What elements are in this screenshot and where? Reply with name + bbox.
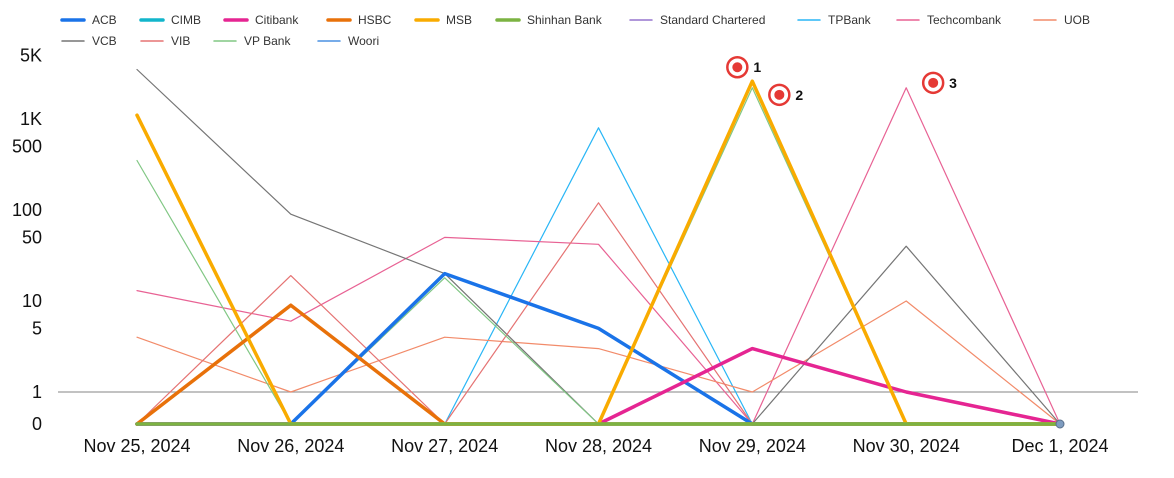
legend-label: Shinhan Bank	[527, 13, 603, 27]
y-tick-label: 100	[12, 200, 42, 220]
legend-item-tpbank[interactable]: TPBank	[797, 13, 872, 27]
end-point-marker	[1055, 419, 1065, 429]
legend-item-acb[interactable]: ACB	[60, 13, 117, 27]
y-tick-label: 0	[32, 414, 42, 434]
legend-item-techcombank[interactable]: Techcombank	[896, 13, 1002, 27]
series-line-vp-bank[interactable]	[136, 87, 1061, 425]
x-tick-label: Nov 27, 2024	[391, 436, 498, 456]
legend-label: Woori	[348, 34, 379, 48]
legend-label: VCB	[92, 34, 117, 48]
annotation-dot	[774, 89, 785, 100]
legend-item-citibank[interactable]: Citibank	[223, 13, 299, 27]
annotation-marker-3[interactable]: 3	[921, 71, 957, 95]
y-tick-label: 500	[12, 136, 42, 156]
annotation-label: 3	[949, 75, 957, 91]
legend-item-woori[interactable]: Woori	[317, 34, 379, 48]
legend-label: Citibank	[255, 13, 299, 27]
x-tick-label: Nov 28, 2024	[545, 436, 652, 456]
annotation-label: 2	[795, 87, 803, 103]
legend: ACB CIMB Citibank HSBC MSB Shinhan Bank Standa…	[60, 13, 1090, 48]
annotation-dot	[732, 62, 743, 73]
legend-label: UOB	[1064, 13, 1090, 27]
legend-item-standard-chartered[interactable]: Standard Chartered	[629, 13, 765, 27]
y-tick-label: 1	[32, 382, 42, 402]
legend-label: Standard Chartered	[660, 13, 765, 27]
series-line-hsbc[interactable]	[135, 303, 1062, 426]
series-line-uob[interactable]	[136, 300, 1061, 425]
legend-label: Techcombank	[927, 13, 1002, 27]
annotations: 1 2 3	[726, 55, 957, 107]
y-axis-ticks: 0 1 5 10 50 100 500 1K 5K	[12, 45, 42, 434]
series-line-tpbank[interactable]	[136, 127, 1061, 425]
x-axis-ticks: Nov 25, 2024 Nov 26, 2024 Nov 27, 2024 Nov …	[83, 436, 1108, 456]
x-tick-label: Nov 26, 2024	[237, 436, 344, 456]
legend-item-msb[interactable]: MSB	[414, 13, 472, 27]
series-lines	[135, 68, 1065, 429]
y-tick-label: 1K	[20, 109, 42, 129]
annotation-dot	[928, 77, 939, 88]
y-tick-label: 50	[22, 227, 42, 247]
x-tick-label: Nov 29, 2024	[699, 436, 806, 456]
series-line-techcombank[interactable]	[136, 87, 1061, 425]
legend-label: ACB	[92, 13, 117, 27]
legend-label: VIB	[171, 34, 190, 48]
legend-item-hsbc[interactable]: HSBC	[326, 13, 392, 27]
y-tick-label: 5	[32, 318, 42, 338]
legend-item-uob[interactable]: UOB	[1033, 13, 1090, 27]
legend-label: TPBank	[828, 13, 872, 27]
legend-label: CIMB	[171, 13, 201, 27]
legend-label: HSBC	[358, 13, 392, 27]
x-tick-label: Dec 1, 2024	[1011, 436, 1108, 456]
y-tick-label: 5K	[20, 45, 42, 65]
x-tick-label: Nov 30, 2024	[853, 436, 960, 456]
legend-item-vcb[interactable]: VCB	[61, 34, 117, 48]
legend-label: VP Bank	[244, 34, 291, 48]
legend-item-shinhan-bank[interactable]: Shinhan Bank	[495, 13, 603, 27]
legend-item-cimb[interactable]: CIMB	[139, 13, 201, 27]
legend-item-vib[interactable]: VIB	[140, 34, 190, 48]
legend-label: MSB	[446, 13, 472, 27]
annotation-marker-2[interactable]: 2	[768, 83, 803, 107]
annotation-label: 1	[753, 59, 761, 75]
series-line-msb[interactable]	[135, 79, 1062, 426]
annotation-marker-1[interactable]: 1	[726, 55, 761, 79]
x-tick-label: Nov 25, 2024	[83, 436, 190, 456]
legend-item-vp-bank[interactable]: VP Bank	[213, 34, 291, 48]
y-tick-label: 10	[22, 291, 42, 311]
